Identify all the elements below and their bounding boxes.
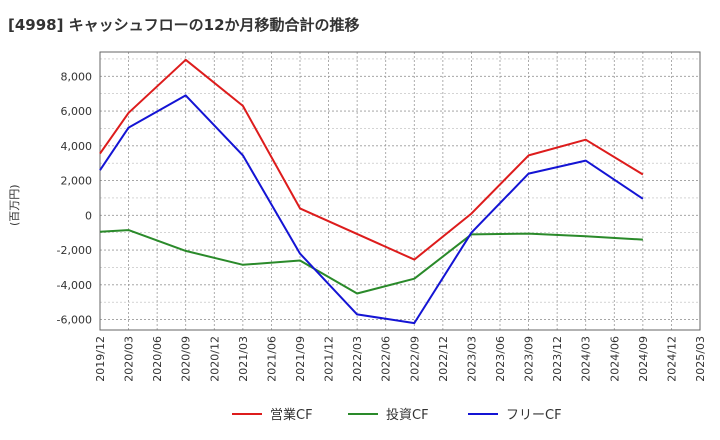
x-tick-label: 2020/12	[208, 336, 221, 382]
x-tick-label: 2023/12	[551, 336, 564, 382]
x-tick-label: 2024/12	[665, 336, 678, 382]
plot-area	[100, 52, 700, 330]
x-tick-label: 2021/03	[237, 336, 250, 382]
x-tick-label: 2022/03	[351, 336, 364, 382]
y-tick-label: -6,000	[57, 314, 92, 327]
x-tick-label: 2019/12	[94, 336, 107, 382]
x-tick-label: 2021/06	[265, 336, 278, 382]
y-tick-label: -2,000	[57, 244, 92, 257]
x-tick-label: 2021/09	[294, 336, 307, 382]
legend-label: 営業CF	[270, 407, 313, 423]
x-tick-label: 2023/06	[494, 336, 507, 382]
x-tick-label: 2022/12	[437, 336, 450, 382]
x-tick-label: 2020/06	[151, 336, 164, 382]
x-tick-label: 2023/03	[465, 336, 478, 382]
series-line-0	[99, 58, 644, 261]
series-line-2	[99, 94, 644, 325]
plot-frame	[99, 51, 701, 331]
x-tick-label: 2023/09	[523, 336, 536, 382]
legend-label: 投資CF	[386, 407, 429, 423]
x-tick-label: 2022/06	[380, 336, 393, 382]
x-tick-label: 2022/09	[408, 336, 421, 382]
x-tick-label: 2020/03	[123, 336, 136, 382]
y-tick-label: 0	[85, 209, 92, 222]
chart-title: [4998] キャッシュフローの12か月移動合計の推移	[8, 16, 360, 34]
y-tick-label: 8,000	[61, 70, 93, 83]
y-tick-label: 2,000	[61, 175, 93, 188]
y-tick-label: -4,000	[57, 279, 92, 292]
y-tick-label: 4,000	[61, 140, 93, 153]
x-tick-label: 2021/12	[323, 336, 336, 382]
series-line-1	[99, 229, 643, 295]
x-tick-label: 2020/09	[180, 336, 193, 382]
x-tick-label: 2024/03	[580, 336, 593, 382]
y-tick-label: 6,000	[61, 105, 93, 118]
x-tick-label: 2025/03	[694, 336, 707, 382]
x-tick-label: 2024/06	[608, 336, 621, 382]
x-tick-label: 2024/09	[637, 336, 650, 382]
legend-label: フリーCF	[506, 408, 562, 423]
